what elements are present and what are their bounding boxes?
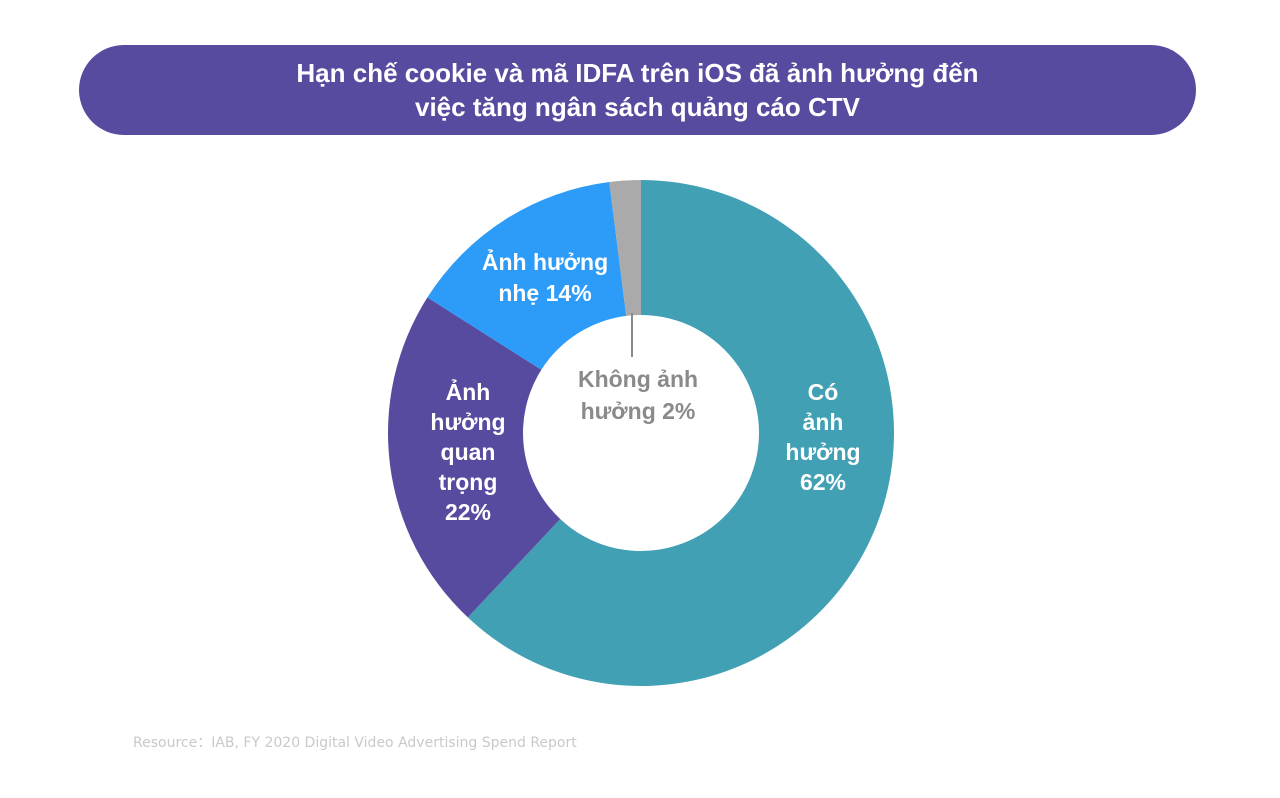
slice-label-line: 62% bbox=[800, 469, 846, 495]
chart-title-line-2: việc tăng ngân sách quảng cáo CTV bbox=[415, 92, 860, 122]
slice-label-line: quan bbox=[441, 439, 496, 465]
slice-label-line: Không ảnh bbox=[578, 366, 698, 392]
slice-label-line: ảnh bbox=[803, 409, 844, 435]
title-banner: Hạn chế cookie và mã IDFA trên iOS đã ản… bbox=[79, 45, 1196, 135]
slice-label-line: hưởng bbox=[430, 409, 505, 435]
slice-label-anh-huong-nhe-14: Ảnh hưởng nhẹ 14% bbox=[482, 247, 608, 306]
slice-label-line: hưởng bbox=[785, 439, 860, 465]
donut-slice-co-anh-huong-62 bbox=[467, 180, 894, 686]
slice-label-line: hưởng 2% bbox=[581, 398, 696, 424]
slice-label-line: nhẹ 14% bbox=[498, 280, 591, 306]
slice-label-anh-huong-quan-trong-22: Ảnh hưởng quan trọng 22% bbox=[430, 377, 505, 525]
donut-slice-khong-anh-huong-2 bbox=[609, 180, 641, 316]
source-note: Resource：IAB, FY 2020 Digital Video Adve… bbox=[133, 735, 577, 751]
slice-label-line: Ảnh bbox=[446, 377, 491, 405]
donut-slice-anh-huong-quan-trong-22 bbox=[388, 297, 561, 618]
slice-label-co-anh-huong-62: Có ảnh hưởng 62% bbox=[785, 379, 860, 495]
slice-label-line: Có bbox=[808, 379, 839, 405]
donut-slice-anh-huong-nhe-14 bbox=[427, 181, 627, 370]
slice-label-khong-anh-huong-2: Không ảnh hưởng 2% bbox=[578, 366, 698, 424]
slice-label-line: trọng bbox=[439, 469, 498, 495]
chart-title-line-1: Hạn chế cookie và mã IDFA trên iOS đã ản… bbox=[296, 58, 979, 88]
slice-label-line: Ảnh hưởng bbox=[482, 247, 608, 275]
slice-label-line: 22% bbox=[445, 499, 491, 525]
